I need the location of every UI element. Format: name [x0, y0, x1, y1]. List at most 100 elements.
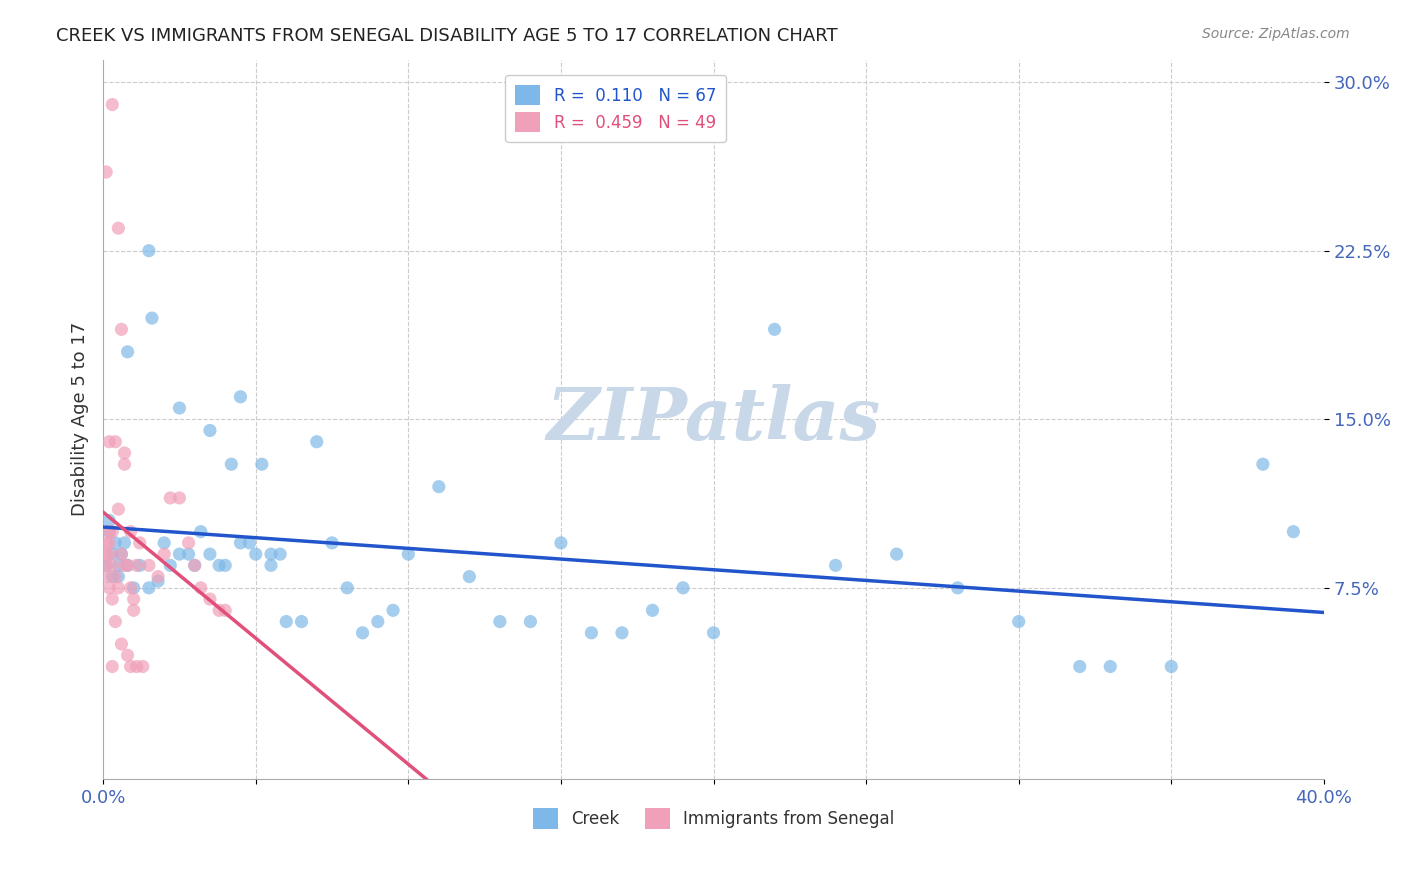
Creek — [886, 547, 908, 561]
Creek — [260, 558, 283, 573]
Immigrants from Senegal — [114, 457, 136, 471]
Creek — [198, 424, 221, 438]
Creek — [763, 322, 786, 336]
Immigrants from Senegal — [198, 592, 221, 607]
Immigrants from Senegal — [96, 569, 118, 583]
Creek — [177, 547, 200, 561]
Creek — [290, 615, 312, 629]
Immigrants from Senegal — [177, 536, 200, 550]
Immigrants from Senegal — [146, 569, 169, 583]
Creek — [117, 344, 139, 359]
Creek — [260, 547, 283, 561]
Immigrants from Senegal — [159, 491, 181, 505]
Immigrants from Senegal — [101, 524, 124, 539]
Creek — [269, 547, 291, 561]
Immigrants from Senegal — [190, 581, 212, 595]
Creek — [169, 547, 191, 561]
Creek — [250, 457, 273, 471]
Creek — [114, 536, 136, 550]
Creek — [458, 569, 481, 583]
Creek — [367, 615, 389, 629]
Creek — [1160, 659, 1182, 673]
Immigrants from Senegal — [96, 558, 118, 573]
Creek — [550, 536, 572, 550]
Creek — [138, 244, 160, 258]
Immigrants from Senegal — [98, 581, 121, 595]
Creek — [153, 536, 176, 550]
Y-axis label: Disability Age 5 to 17: Disability Age 5 to 17 — [72, 322, 89, 516]
Immigrants from Senegal — [101, 558, 124, 573]
Immigrants from Senegal — [96, 536, 118, 550]
Creek — [1251, 457, 1274, 471]
Immigrants from Senegal — [122, 603, 145, 617]
Creek — [824, 558, 846, 573]
Creek — [110, 547, 132, 561]
Creek — [107, 569, 129, 583]
Immigrants from Senegal — [110, 637, 132, 651]
Creek — [581, 625, 603, 640]
Immigrants from Senegal — [125, 558, 148, 573]
Creek — [946, 581, 969, 595]
Creek — [321, 536, 343, 550]
Immigrants from Senegal — [104, 615, 127, 629]
Creek — [98, 513, 121, 527]
Immigrants from Senegal — [117, 558, 139, 573]
Creek — [122, 581, 145, 595]
Immigrants from Senegal — [110, 322, 132, 336]
Creek — [239, 536, 262, 550]
Creek — [382, 603, 405, 617]
Creek — [117, 558, 139, 573]
Creek — [198, 547, 221, 561]
Immigrants from Senegal — [183, 558, 205, 573]
Immigrants from Senegal — [120, 659, 142, 673]
Immigrants from Senegal — [107, 581, 129, 595]
Creek — [396, 547, 419, 561]
Immigrants from Senegal — [114, 446, 136, 460]
Creek — [1099, 659, 1122, 673]
Immigrants from Senegal — [120, 524, 142, 539]
Immigrants from Senegal — [104, 434, 127, 449]
Creek — [214, 558, 236, 573]
Creek — [96, 558, 118, 573]
Creek — [229, 536, 252, 550]
Creek — [702, 625, 724, 640]
Creek — [159, 558, 181, 573]
Immigrants from Senegal — [169, 491, 191, 505]
Immigrants from Senegal — [214, 603, 236, 617]
Creek — [519, 615, 541, 629]
Immigrants from Senegal — [114, 558, 136, 573]
Creek — [427, 480, 450, 494]
Immigrants from Senegal — [98, 547, 121, 561]
Creek — [305, 434, 328, 449]
Text: Source: ZipAtlas.com: Source: ZipAtlas.com — [1202, 27, 1350, 41]
Creek — [336, 581, 359, 595]
Text: ZIPatlas: ZIPatlas — [547, 384, 880, 455]
Immigrants from Senegal — [125, 659, 148, 673]
Immigrants from Senegal — [96, 165, 118, 179]
Creek — [221, 457, 243, 471]
Creek — [104, 536, 127, 550]
Immigrants from Senegal — [132, 659, 155, 673]
Creek — [1008, 615, 1031, 629]
Creek — [190, 524, 212, 539]
Creek — [141, 311, 163, 326]
Creek — [101, 569, 124, 583]
Creek — [138, 581, 160, 595]
Immigrants from Senegal — [101, 659, 124, 673]
Creek — [101, 547, 124, 561]
Creek — [672, 581, 695, 595]
Creek — [107, 558, 129, 573]
Text: CREEK VS IMMIGRANTS FROM SENEGAL DISABILITY AGE 5 TO 17 CORRELATION CHART: CREEK VS IMMIGRANTS FROM SENEGAL DISABIL… — [56, 27, 838, 45]
Immigrants from Senegal — [138, 558, 160, 573]
Creek — [208, 558, 231, 573]
Immigrants from Senegal — [128, 536, 150, 550]
Creek — [128, 558, 150, 573]
Immigrants from Senegal — [101, 97, 124, 112]
Creek — [352, 625, 374, 640]
Immigrants from Senegal — [153, 547, 176, 561]
Creek — [169, 401, 191, 415]
Immigrants from Senegal — [208, 603, 231, 617]
Creek — [1069, 659, 1091, 673]
Immigrants from Senegal — [98, 434, 121, 449]
Creek — [641, 603, 664, 617]
